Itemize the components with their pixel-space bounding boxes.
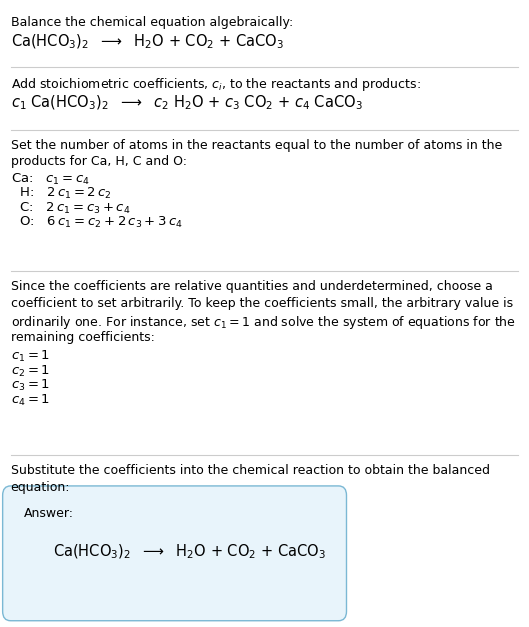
Text: $c_3 = 1$: $c_3 = 1$ — [11, 378, 50, 393]
Text: Ca(HCO$_3$)$_2$  $\longrightarrow$  H$_2$O + CO$_2$ + CaCO$_3$: Ca(HCO$_3$)$_2$ $\longrightarrow$ H$_2$O… — [11, 33, 284, 51]
Text: $c_1 = 1$: $c_1 = 1$ — [11, 349, 50, 364]
Text: coefficient to set arbitrarily. To keep the coefficients small, the arbitrary va: coefficient to set arbitrarily. To keep … — [11, 297, 513, 310]
Text: Answer:: Answer: — [24, 507, 74, 520]
Text: $c_1$ Ca(HCO$_3$)$_2$  $\longrightarrow$  $c_2$ H$_2$O + $c_3$ CO$_2$ + $c_4$ Ca: $c_1$ Ca(HCO$_3$)$_2$ $\longrightarrow$ … — [11, 93, 362, 112]
Text: $c_2 = 1$: $c_2 = 1$ — [11, 364, 50, 379]
Text: Set the number of atoms in the reactants equal to the number of atoms in the: Set the number of atoms in the reactants… — [11, 139, 502, 152]
Text: H:   $2\,c_1 = 2\,c_2$: H: $2\,c_1 = 2\,c_2$ — [11, 186, 111, 201]
Text: products for Ca, H, C and O:: products for Ca, H, C and O: — [11, 155, 187, 169]
Text: ordinarily one. For instance, set $c_1 = 1$ and solve the system of equations fo: ordinarily one. For instance, set $c_1 =… — [11, 314, 516, 331]
Text: Since the coefficients are relative quantities and underdetermined, choose a: Since the coefficients are relative quan… — [11, 280, 492, 293]
Text: Ca(HCO$_3$)$_2$  $\longrightarrow$  H$_2$O + CO$_2$ + CaCO$_3$: Ca(HCO$_3$)$_2$ $\longrightarrow$ H$_2$O… — [53, 542, 326, 561]
Text: equation:: equation: — [11, 481, 70, 494]
Text: Add stoichiometric coefficients, $c_i$, to the reactants and products:: Add stoichiometric coefficients, $c_i$, … — [11, 76, 421, 93]
Text: remaining coefficients:: remaining coefficients: — [11, 331, 154, 344]
Text: Balance the chemical equation algebraically:: Balance the chemical equation algebraica… — [11, 16, 293, 29]
FancyBboxPatch shape — [3, 486, 346, 621]
Text: Substitute the coefficients into the chemical reaction to obtain the balanced: Substitute the coefficients into the che… — [11, 464, 489, 477]
Text: O:   $6\,c_1 = c_2 + 2\,c_3 + 3\,c_4$: O: $6\,c_1 = c_2 + 2\,c_3 + 3\,c_4$ — [11, 215, 183, 230]
Text: Ca:   $c_1 = c_4$: Ca: $c_1 = c_4$ — [11, 172, 89, 187]
Text: $c_4 = 1$: $c_4 = 1$ — [11, 393, 50, 408]
Text: C:   $2\,c_1 = c_3 + c_4$: C: $2\,c_1 = c_3 + c_4$ — [11, 201, 130, 216]
